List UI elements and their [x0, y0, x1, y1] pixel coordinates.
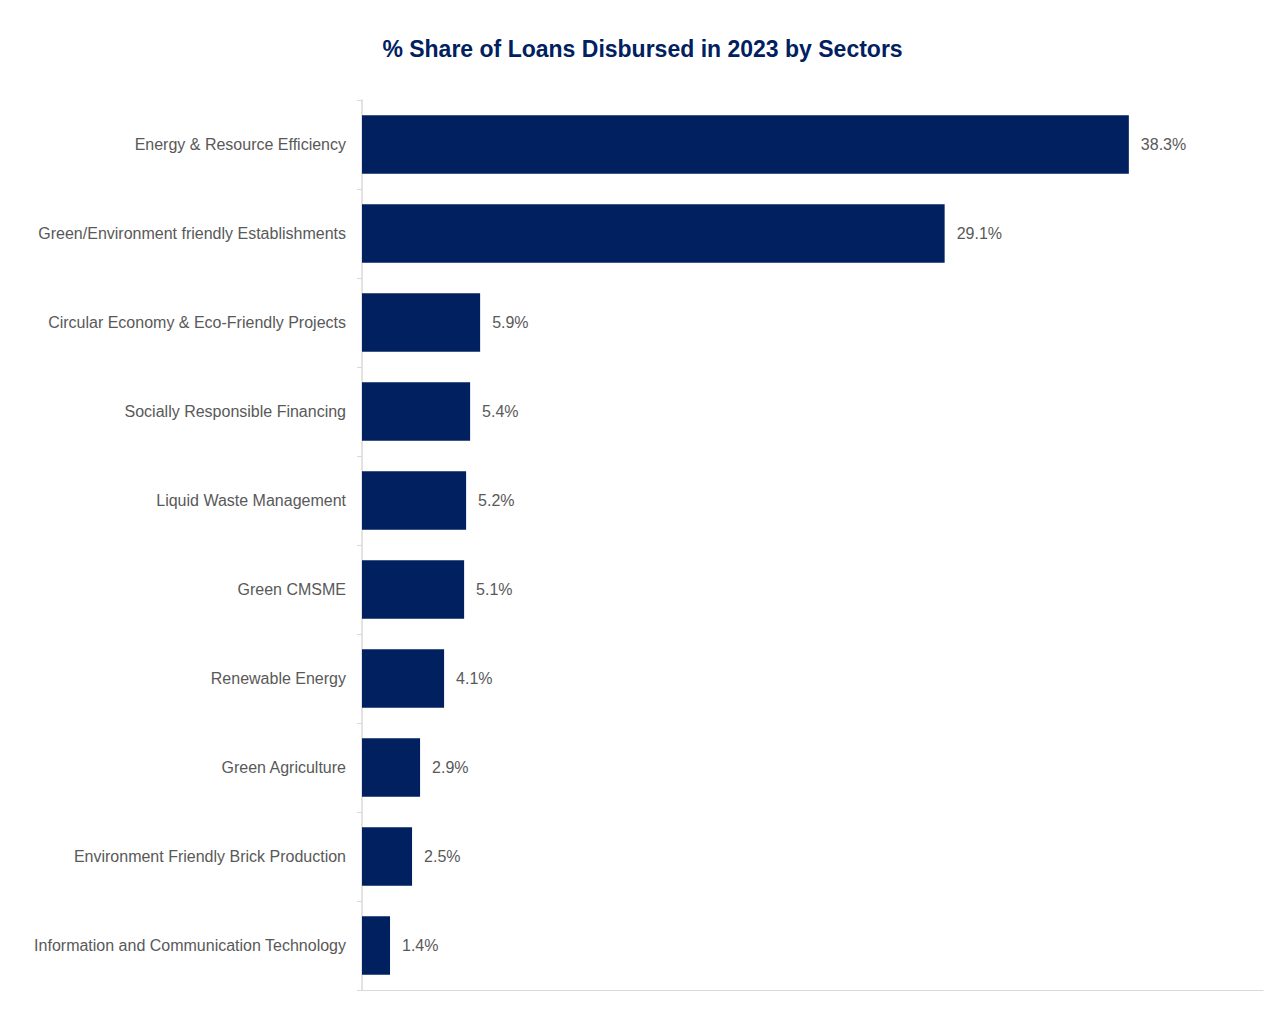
svg-text:Environment Friendly Brick Pro: Environment Friendly Brick Production [74, 848, 346, 865]
svg-text:% Share of Loans Disbursed in: % Share of Loans Disbursed in 2023 by Se… [382, 36, 902, 62]
svg-text:Information and Communication: Information and Communication Technology [34, 937, 346, 954]
svg-text:Circular Economy & Eco-Friendl: Circular Economy & Eco-Friendly Projects [48, 314, 346, 331]
svg-text:5.4%: 5.4% [482, 403, 518, 420]
svg-text:2.9%: 2.9% [432, 759, 468, 776]
svg-text:38.3%: 38.3% [1141, 136, 1186, 153]
svg-text:29.1%: 29.1% [957, 225, 1002, 242]
svg-text:Renewable Energy: Renewable Energy [211, 670, 346, 687]
svg-text:Liquid Waste Management: Liquid Waste Management [156, 492, 346, 509]
svg-text:5.9%: 5.9% [492, 314, 528, 331]
svg-text:Energy & Resource Efficiency: Energy & Resource Efficiency [135, 136, 346, 153]
svg-text:Green/Environment friendly Est: Green/Environment friendly Establishment… [38, 225, 346, 242]
svg-text:1.4%: 1.4% [402, 937, 438, 954]
svg-text:5.2%: 5.2% [478, 492, 514, 509]
svg-text:Green CMSME: Green CMSME [238, 581, 346, 598]
svg-text:4.1%: 4.1% [456, 670, 492, 687]
svg-text:2.5%: 2.5% [424, 848, 460, 865]
svg-text:Green Agriculture: Green Agriculture [221, 759, 346, 776]
svg-text:Socially Responsible Financing: Socially Responsible Financing [125, 403, 346, 420]
svg-text:5.1%: 5.1% [476, 581, 512, 598]
